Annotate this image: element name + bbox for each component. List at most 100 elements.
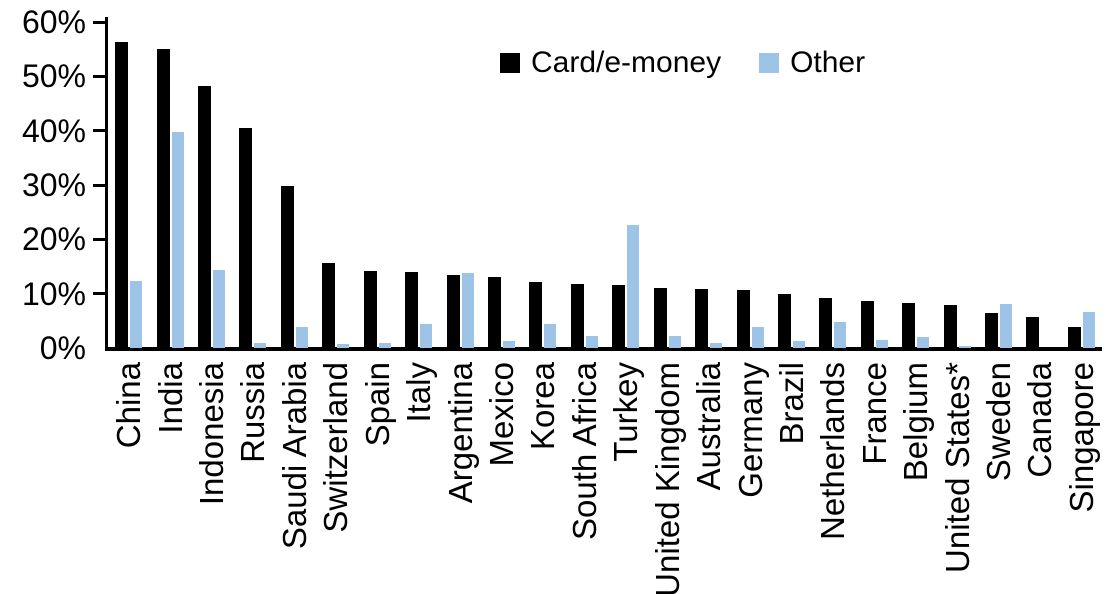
- bar-group-singapore: [1061, 22, 1102, 348]
- bar-other: [337, 343, 350, 348]
- x-axis-line: [105, 347, 1102, 351]
- bar-other: [751, 326, 764, 348]
- bar-other: [1082, 312, 1095, 348]
- x-label-cell: Sweden: [978, 362, 1019, 592]
- bar-card-e-money: [115, 42, 129, 348]
- y-axis-tick: [93, 20, 105, 24]
- x-label-cell: France: [854, 362, 895, 592]
- x-axis-label: United Kingdom: [648, 362, 686, 594]
- x-axis-label: Germany: [731, 362, 769, 498]
- x-axis-label: United States*: [938, 362, 976, 573]
- bar-card-e-money: [488, 277, 501, 348]
- bar-card-e-money: [612, 284, 626, 348]
- bar-group-korea: [522, 22, 563, 348]
- bar-other: [627, 225, 640, 348]
- y-axis-line: [105, 17, 108, 351]
- x-label-cell: Saudi Arabia: [274, 362, 315, 592]
- x-axis-label: Sweden: [980, 362, 1018, 482]
- bar-card-e-money: [446, 275, 460, 348]
- bar-card-e-money: [695, 289, 709, 348]
- bar-card-e-money: [777, 293, 791, 348]
- bar-card-e-money: [570, 284, 584, 348]
- x-label-cell: Indonesia: [191, 362, 232, 592]
- bar-group-indonesia: [191, 22, 232, 348]
- bar-group-turkey: [605, 22, 646, 348]
- x-axis-label: Turkey: [607, 362, 645, 462]
- bar-other: [461, 273, 474, 348]
- legend-item-other: Other: [759, 48, 865, 78]
- bar-card-e-money: [156, 49, 170, 348]
- x-label-cell: Spain: [357, 362, 398, 592]
- bar-group-russia: [232, 22, 273, 348]
- y-axis-tick-label: 0%: [39, 330, 86, 366]
- x-axis-label: Argentina: [441, 362, 479, 504]
- bar-card-e-money: [985, 313, 999, 348]
- bar-card-e-money: [239, 127, 253, 348]
- x-label-cell: Argentina: [439, 362, 480, 592]
- bar-other: [1000, 304, 1013, 348]
- y-axis-tick: [93, 237, 105, 241]
- x-label-cell: Italy: [398, 362, 439, 592]
- x-label-cell: China: [108, 362, 149, 592]
- bar-group-belgium: [895, 22, 936, 348]
- x-label-cell: Germany: [729, 362, 770, 592]
- x-label-cell: Brazil: [771, 362, 812, 592]
- y-axis-tick-label: 40%: [21, 112, 86, 149]
- bar-other: [585, 335, 598, 348]
- bar-group-united-kingdom: [646, 22, 687, 348]
- y-axis-tick-label: 20%: [21, 221, 86, 258]
- bar-card-e-money: [860, 300, 874, 348]
- legend-item-card-e-money: Card/e-money: [500, 48, 721, 78]
- bar-other: [668, 336, 681, 348]
- x-label-cell: India: [149, 362, 190, 592]
- bar-group-south-africa: [564, 22, 605, 348]
- bar-card-e-money: [405, 271, 419, 348]
- x-label-cell: Netherlands: [812, 362, 853, 592]
- y-axis-tick-label: 50%: [21, 58, 86, 95]
- x-label-cell: United Kingdom: [646, 362, 687, 594]
- bar-card-e-money: [322, 263, 336, 348]
- bar-card-e-money: [1026, 316, 1040, 348]
- x-label-cell: Singapore: [1061, 362, 1102, 592]
- x-axis-label: Switzerland: [317, 362, 355, 533]
- bar-card-e-money: [902, 303, 916, 348]
- bar-other: [130, 281, 143, 348]
- x-axis-label: Russia: [234, 362, 272, 463]
- bar-other: [917, 336, 930, 348]
- bar-group-spain: [357, 22, 398, 348]
- y-axis-tick: [93, 292, 105, 296]
- x-axis-label: Canada: [1021, 362, 1059, 478]
- x-label-cell: United States*: [936, 362, 977, 592]
- x-axis-label: Netherlands: [814, 362, 852, 540]
- x-axis-label: Belgium: [897, 362, 935, 482]
- legend-swatch-other-icon: [759, 53, 780, 73]
- bar-card-e-money: [198, 86, 212, 348]
- x-label-cell: Russia: [232, 362, 273, 592]
- x-axis-label: Australia: [690, 362, 728, 491]
- x-axis-label: China: [110, 362, 148, 449]
- bar-group-france: [854, 22, 895, 348]
- y-axis-tick: [93, 74, 105, 78]
- y-axis-tick-label: 10%: [21, 275, 86, 312]
- x-axis-label: France: [855, 362, 893, 465]
- x-label-cell: Australia: [688, 362, 729, 592]
- bar-card-e-money: [819, 298, 833, 348]
- bar-other: [958, 346, 971, 348]
- x-axis-label: India: [151, 362, 189, 434]
- x-axis-label: Singapore: [1062, 362, 1100, 513]
- bar-group-italy: [398, 22, 439, 348]
- legend-label-card-e-money: Card/e-money: [531, 46, 722, 79]
- bar-card-e-money: [736, 290, 750, 348]
- bar-other: [503, 341, 515, 348]
- y-axis-tick-label: 30%: [21, 167, 86, 203]
- bar-other: [213, 269, 226, 348]
- bar-card-e-money: [363, 271, 377, 348]
- bar-group-netherlands: [812, 22, 853, 348]
- y-axis-tick: [93, 129, 105, 133]
- bar-group-brazil: [771, 22, 812, 348]
- plot-area: [108, 22, 1102, 348]
- bar-other: [254, 343, 267, 348]
- bar-group-australia: [688, 22, 729, 348]
- bar-group-china: [108, 22, 149, 348]
